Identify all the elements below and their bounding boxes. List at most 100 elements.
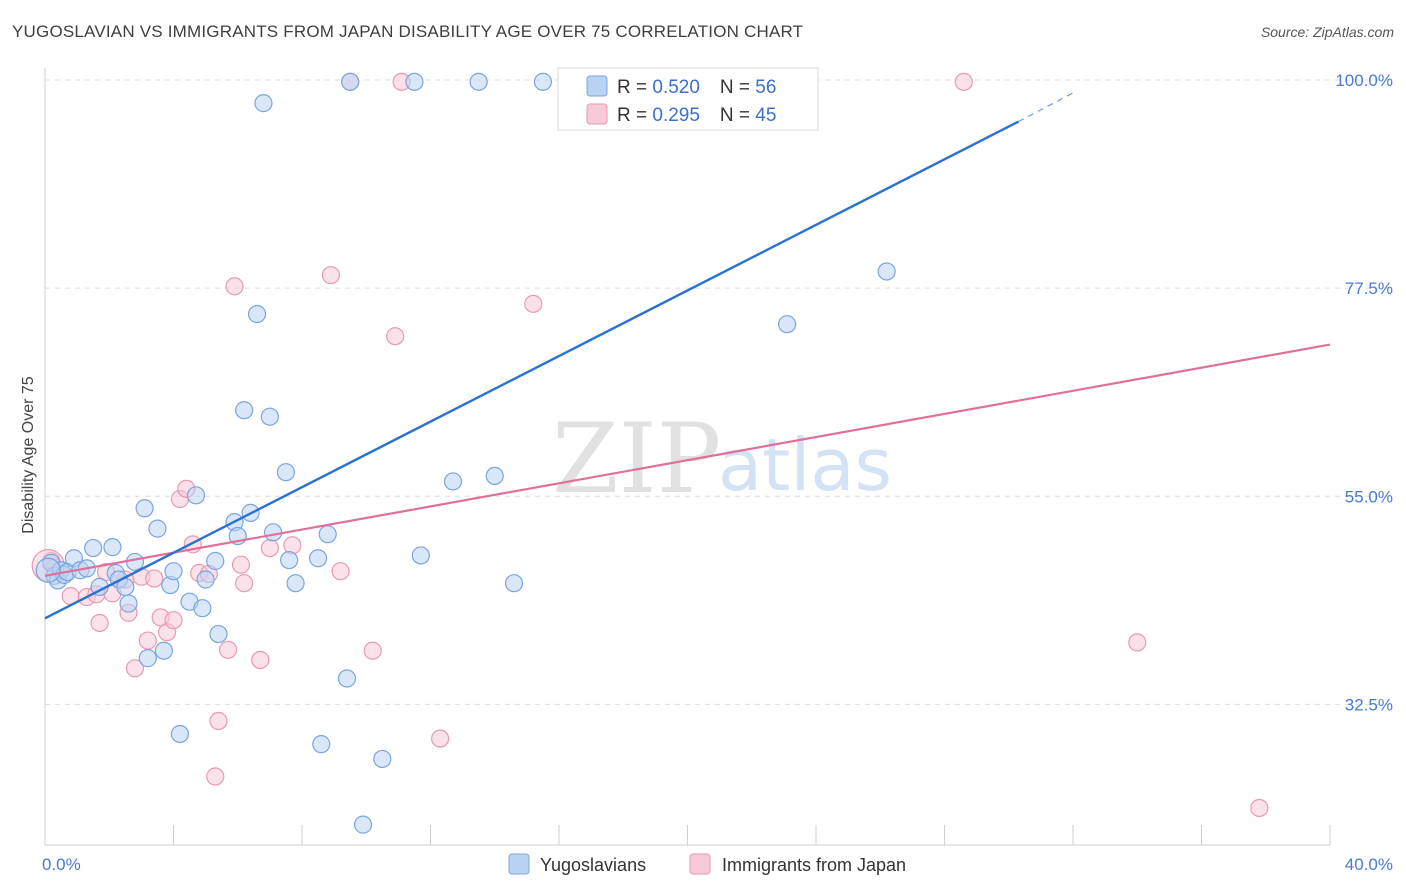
yugoslavian-point-56 xyxy=(877,262,896,281)
japan-point-31 xyxy=(283,536,302,555)
japan-point-6 xyxy=(90,613,109,633)
source-credit: Source: ZipAtlas.com xyxy=(1260,24,1394,40)
yugoslavian-point-32 xyxy=(235,401,254,420)
y-axis-label: Disability Age Over 75 xyxy=(20,376,37,534)
japan-point-27 xyxy=(231,555,251,574)
yugoslavian-point-36 xyxy=(260,407,279,426)
japan-point-23 xyxy=(206,767,225,786)
japan-point-26 xyxy=(225,277,244,296)
yugoslavian-cluster-marker xyxy=(35,557,61,583)
yugoslavian-point-42 xyxy=(312,735,331,754)
yugoslavian-point-9 xyxy=(84,538,103,558)
yugoslavian-point-41 xyxy=(308,549,328,568)
yugoslavian-point-39 xyxy=(280,550,299,570)
japan-point-33 xyxy=(331,562,350,581)
yugoslavian-point-50 xyxy=(443,472,463,491)
yugoslavian-point-26 xyxy=(193,599,212,618)
yugoslavian-point-52 xyxy=(485,466,504,485)
yugoslavian-point-28 xyxy=(206,551,225,571)
trend-line-japan xyxy=(44,343,1331,577)
trend-line-yugoslavian xyxy=(44,120,1019,620)
japan-point-11 xyxy=(125,659,145,678)
yugoslavian-point-55 xyxy=(777,315,797,334)
yugoslavian-point-19 xyxy=(148,519,167,538)
legend-r-label-pink: R = xyxy=(617,105,652,126)
grid-lines xyxy=(45,79,1394,705)
japan-point-30 xyxy=(260,538,279,558)
yugoslavian-point-43 xyxy=(318,525,337,544)
yugoslavian-point-45 xyxy=(341,72,360,91)
x-tick-labels: 0.0% 40.0% xyxy=(42,855,1393,874)
japan-point-42 xyxy=(954,72,973,91)
bottom-legend-swatch-pink xyxy=(689,853,711,875)
y-tick-label-2: 55.0% xyxy=(1345,487,1393,506)
legend-n-label-blue: N = xyxy=(720,77,755,98)
japan-point-35 xyxy=(363,641,382,660)
axes xyxy=(44,68,1331,846)
yugoslavian-point-51 xyxy=(469,72,488,91)
yugoslavian-point-46 xyxy=(353,815,373,834)
yugoslavian-point-38 xyxy=(276,463,296,482)
yugoslavian-point-18 xyxy=(138,649,157,668)
y-tick-labels: 100.0% 77.5% 55.0% 32.5% xyxy=(1335,71,1393,714)
bottom-legend-label-japan: Immigrants from Japan xyxy=(722,855,906,875)
yugoslavian-point-27 xyxy=(196,570,215,589)
yugoslavian-point-22 xyxy=(164,562,183,581)
x-tick-label-0: 0.0% xyxy=(42,855,81,874)
yugoslavian-point-53 xyxy=(504,574,524,593)
watermark: ZIP atlas xyxy=(552,403,892,515)
japan-point-17 xyxy=(164,611,183,630)
legend-swatch-blue xyxy=(586,75,608,97)
yugoslavian-point-29 xyxy=(209,624,228,644)
japan-point-25 xyxy=(219,640,238,659)
legend-swatch-pink xyxy=(586,103,608,125)
legend-r-label-blue: R = xyxy=(617,77,652,98)
trend-lines xyxy=(44,92,1331,620)
legend-n-value-pink: 45 xyxy=(755,105,776,126)
japan-point-39 xyxy=(524,294,543,313)
bottom-legend: Yugoslavians Immigrants from Japan xyxy=(508,853,906,875)
y-tick-label-1: 77.5% xyxy=(1345,279,1393,298)
x-tick-label-1: 40.0% xyxy=(1345,855,1393,874)
y-tick-label-0: 100.0% xyxy=(1335,71,1393,90)
yugoslavian-point-37 xyxy=(263,523,283,542)
yugoslavian-point-40 xyxy=(286,574,305,593)
legend: R = 0.520 N = 56 R = 0.295 N = 45 xyxy=(557,67,819,131)
yugoslavian-point-17 xyxy=(135,499,154,518)
chart-title: YUGOSLAVIAN VS IMMIGRANTS FROM JAPAN DIS… xyxy=(12,22,804,41)
japan-point-44 xyxy=(1250,798,1269,818)
yugoslavian-point-49 xyxy=(411,546,430,565)
yugoslavian-point-11 xyxy=(103,538,122,557)
watermark-atlas: atlas xyxy=(718,423,892,507)
legend-row-blue: R = 0.520 N = 56 xyxy=(617,77,776,98)
japan-point-32 xyxy=(321,266,341,285)
japan-point-43 xyxy=(1128,633,1147,652)
yugoslavian-point-35 xyxy=(254,94,273,113)
legend-n-value-blue: 56 xyxy=(755,77,776,98)
yugoslavian-point-44 xyxy=(337,669,357,688)
yugoslavian-point-25 xyxy=(186,486,206,505)
japan-point-36 xyxy=(386,327,405,346)
yugoslavian-point-20 xyxy=(154,641,173,660)
japan-point-29 xyxy=(251,650,270,670)
japan-point-38 xyxy=(431,729,450,748)
bottom-legend-label-yugoslavians: Yugoslavians xyxy=(540,855,646,875)
yugoslavian-point-34 xyxy=(247,304,267,324)
yugoslavian-point-47 xyxy=(373,749,392,769)
japan-point-13 xyxy=(138,631,157,650)
yugoslavian-point-15 xyxy=(119,594,138,613)
yugoslavian-point-54 xyxy=(533,72,553,91)
legend-n-label-pink: N = xyxy=(720,105,755,126)
legend-r-value-pink: 0.295 xyxy=(652,105,700,126)
trend-line-yugoslavian-extension xyxy=(1018,92,1074,123)
yugoslavian-point-48 xyxy=(405,72,424,91)
japan-point-14 xyxy=(145,569,164,588)
legend-r-value-blue: 0.520 xyxy=(652,77,700,98)
yugoslavian-point-16 xyxy=(125,552,145,572)
y-tick-label-3: 32.5% xyxy=(1345,695,1393,714)
yugoslavian-point-23 xyxy=(170,724,190,744)
japan-point-24 xyxy=(209,711,228,731)
bottom-legend-swatch-blue xyxy=(508,853,530,875)
legend-row-pink: R = 0.295 N = 45 xyxy=(617,105,776,126)
